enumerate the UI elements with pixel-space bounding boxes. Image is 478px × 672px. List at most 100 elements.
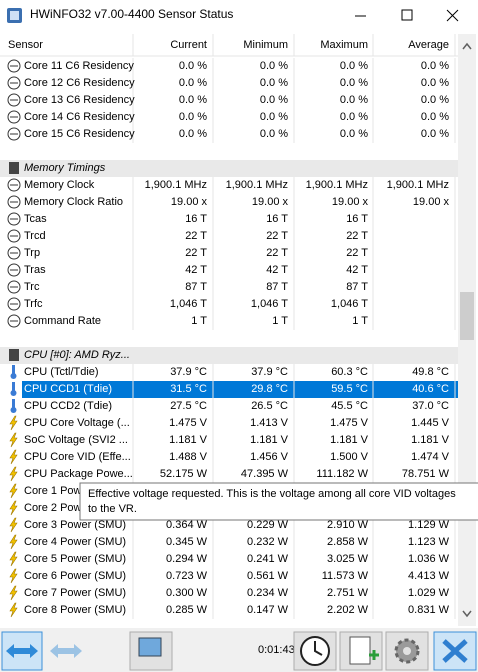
thermometer-bulb: [10, 407, 17, 413]
sensor-row[interactable]: Core 8 Power (SMU) 0.285 W 0.147 W 2.202 W 0…: [9, 602, 456, 619]
sensor-row[interactable]: Trp 22 T 22 T 22 T: [7, 245, 456, 262]
selection: [22, 381, 458, 398]
sensor-row[interactable]: SoC Voltage (SVI2 ... 1.181 V 1.181 V 1.181…: [9, 432, 456, 449]
sensor-row[interactable]: Trfc 1,046 T 1,046 T 1,046 T: [7, 296, 456, 313]
scrollbar[interactable]: [458, 34, 476, 626]
sensor-row[interactable]: Memory Clock Ratio 19.00 x 19.00 x 19.00 x 1…: [7, 194, 456, 211]
thermometer-bulb: [10, 390, 17, 396]
sensor-value: 19.00 x: [332, 196, 369, 208]
sensor-value: 45.5 °C: [331, 400, 368, 412]
arrows-icon-disabled[interactable]: [50, 644, 82, 658]
column-header[interactable]: Current: [170, 39, 207, 51]
sensor-row[interactable]: CPU Core Voltage (... 1.475 V 1.413 V 1.475…: [9, 415, 456, 432]
sensor-row[interactable]: Trc 87 T 87 T 87 T: [7, 279, 456, 296]
sensor-row[interactable]: Command Rate 1 T 1 T 1 T: [7, 313, 456, 330]
arrows-icon: [6, 644, 38, 658]
sensor-value: 26.5 °C: [251, 400, 288, 412]
title-bar: HWiNFO32 v7.00-4400 Sensor Status: [7, 7, 459, 23]
sensor-value: 1.029 W: [408, 587, 450, 599]
sensor-value: 87 T: [346, 281, 368, 293]
column-header[interactable]: Sensor: [8, 39, 43, 51]
sensor-value: 31.5 °C: [170, 383, 207, 395]
sensor-row[interactable]: Memory Clock 1,900.1 MHz 1,900.1 MHz 1,900.…: [7, 177, 456, 194]
sensor-name: Core 12 C6 Residency: [24, 77, 135, 89]
sensor-value: 1.445 V: [411, 417, 450, 429]
exit-icon: [442, 639, 468, 663]
sensor-value: 22 T: [185, 247, 207, 259]
sensor-value: 2.751 W: [327, 587, 369, 599]
sensor-value: 0.300 W: [166, 587, 208, 599]
sensor-row[interactable]: Core 7 Power (SMU) 0.300 W 0.234 W 2.751 W 1…: [9, 585, 456, 602]
sensor-value: 0.0 %: [340, 60, 368, 72]
sensor-value: 0.0 %: [260, 111, 288, 123]
sensor-row[interactable]: Core 11 C6 Residency 0.0 % 0.0 % 0.0 % 0.0 %: [7, 58, 456, 75]
sensor-value: 19.00 x: [171, 196, 208, 208]
app-icon-inner: [10, 11, 19, 20]
sensor-row[interactable]: Trcd 22 T 22 T 22 T: [7, 228, 456, 245]
lightning-icon: [9, 432, 18, 448]
sensor-row[interactable]: Core 3 Power (SMU) 0.364 W 0.229 W 2.910 W 1…: [9, 517, 456, 534]
column-header[interactable]: Minimum: [243, 39, 288, 51]
sensor-value: 42 T: [346, 264, 368, 276]
sensor-name: CPU (Tctl/Tdie): [24, 366, 99, 378]
scroll-up[interactable]: [462, 42, 472, 50]
group-bg: [0, 347, 458, 364]
sensor-name: CPU CCD1 (Tdie): [24, 383, 112, 395]
sensor-value: 0.0 %: [260, 94, 288, 106]
sensor-value: 0.0 %: [179, 94, 207, 106]
sensor-value: 22 T: [346, 230, 368, 242]
sensor-value: 0.0 %: [179, 111, 207, 123]
sensor-row[interactable]: CPU CCD2 (Tdie) 27.5 °C 26.5 °C 45.5 °C 37.0…: [10, 398, 456, 415]
sensor-row[interactable]: Core 4 Power (SMU) 0.345 W 0.232 W 2.858 W 1…: [9, 534, 456, 551]
sensor-value: 87 T: [185, 281, 207, 293]
sensor-value: 1,900.1 MHz: [145, 179, 207, 191]
scroll-down[interactable]: [462, 610, 472, 618]
sensor-name: Core 14 C6 Residency: [24, 111, 135, 123]
header-bg: [0, 34, 458, 56]
thermometer-bulb: [10, 373, 17, 379]
group-header[interactable]: Memory Timings: [0, 160, 458, 177]
sensor-value: 19.00 x: [413, 196, 450, 208]
sensor-value: 29.8 °C: [251, 383, 288, 395]
sensor-value: 0.0 %: [421, 94, 449, 106]
sensor-value: 0.0 %: [421, 77, 449, 89]
group-header[interactable]: CPU [#0]: AMD Ryz...: [0, 347, 458, 364]
sensor-value: 1.181 V: [169, 434, 208, 446]
lightning-icon: [9, 517, 18, 533]
sensor-value: 111.182 W: [316, 468, 368, 480]
sensor-value: 0.0 %: [179, 77, 207, 89]
sensor-row[interactable]: Core 13 C6 Residency 0.0 % 0.0 % 0.0 % 0.0 %: [7, 92, 456, 109]
scroll-thumb[interactable]: [460, 292, 474, 340]
sensor-row[interactable]: CPU Package Powe... 52.175 W 47.395 W 111.1…: [9, 466, 456, 483]
sensor-row[interactable]: Tcas 16 T 16 T 16 T: [7, 211, 456, 228]
sensor-value: 2.858 W: [327, 536, 369, 548]
group-title: CPU [#0]: AMD Ryz...: [24, 349, 130, 361]
sensor-value: 0.0 %: [260, 128, 288, 140]
sensor-value: 22 T: [266, 230, 288, 242]
sensor-value: 0.0 %: [260, 60, 288, 72]
sensor-row[interactable]: Core 6 Power (SMU) 0.723 W 0.561 W 11.573 W…: [9, 568, 456, 585]
sensor-value: 0.831 W: [408, 604, 450, 616]
sensor-row[interactable]: Core 14 C6 Residency 0.0 % 0.0 % 0.0 % 0.0 %: [7, 109, 456, 126]
sensor-name: Trcd: [24, 230, 46, 242]
monitor-icon: [138, 637, 162, 657]
sensor-value: 19.00 x: [252, 196, 289, 208]
clock-hands: [314, 641, 323, 656]
sensor-row[interactable]: Core 12 C6 Residency 0.0 % 0.0 % 0.0 % 0.0 %: [7, 75, 456, 92]
sensor-value: 1.475 V: [330, 417, 369, 429]
column-header[interactable]: Maximum: [320, 39, 368, 51]
sensor-value: 1.123 W: [408, 536, 450, 548]
sensor-row[interactable]: Core 5 Power (SMU) 0.294 W 0.241 W 3.025 W 1…: [9, 551, 456, 568]
sensor-row[interactable]: Tras 42 T 42 T 42 T: [7, 262, 456, 279]
lightning-icon: [9, 568, 18, 584]
lightning-icon: [9, 585, 18, 601]
sensor-row[interactable]: CPU (Tctl/Tdie) 37.9 °C 37.9 °C 60.3 °C 49.8…: [10, 364, 456, 381]
sensor-row[interactable]: CPU CCD1 (Tdie) 31.5 °C 29.8 °C 59.5 °C 40.6…: [10, 381, 459, 398]
sensor-value: 1.036 W: [408, 553, 450, 565]
maximize-button[interactable]: [401, 9, 413, 21]
sensor-row[interactable]: CPU Core VID (Effe... 1.488 V 1.456 V 1.500…: [9, 449, 456, 466]
sensor-row[interactable]: Core 15 C6 Residency 0.0 % 0.0 % 0.0 % 0.0 %: [7, 126, 456, 143]
close-button[interactable]: [446, 9, 459, 22]
sensor-value: 1 T: [191, 315, 207, 327]
column-header[interactable]: Average: [408, 39, 449, 51]
